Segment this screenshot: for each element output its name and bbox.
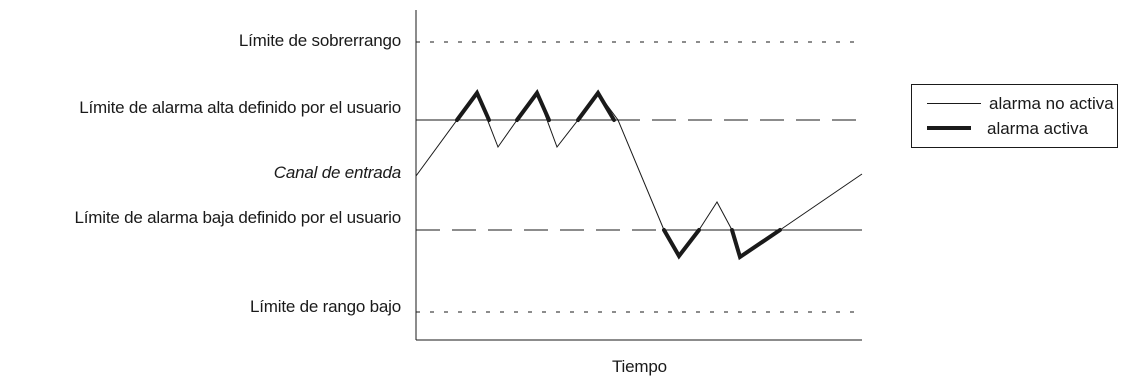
active-segment [455,89,491,122]
signal-inactive-path [415,91,863,258]
high-alarm-limit-label: Límite de alarma alta definido por el us… [79,98,401,117]
active-segment [730,228,782,261]
legend-item-active: alarma activa [912,118,1117,140]
low-alarm-limit-label: Límite de alarma baja definido por el us… [74,208,402,227]
thick-line-swatch [927,126,971,130]
legend: alarma no activa alarma activa [911,84,1118,148]
legend-item-inactive: alarma no activa [912,93,1117,115]
input-channel-label: Canal de entrada [273,163,401,182]
active-segment [662,228,701,260]
low-range-limit-label: Límite de rango bajo [250,297,401,316]
signal-active-segments [455,89,782,261]
legend-label-active: alarma activa [987,119,1089,138]
active-segment [515,89,551,122]
legend-label-inactive: alarma no activa [989,94,1114,113]
x-axis-label: Tiempo [612,357,667,376]
overrange-limit-label: Límite de sobrerrango [238,31,401,50]
active-segment [576,89,616,122]
thin-line-swatch [927,103,981,104]
